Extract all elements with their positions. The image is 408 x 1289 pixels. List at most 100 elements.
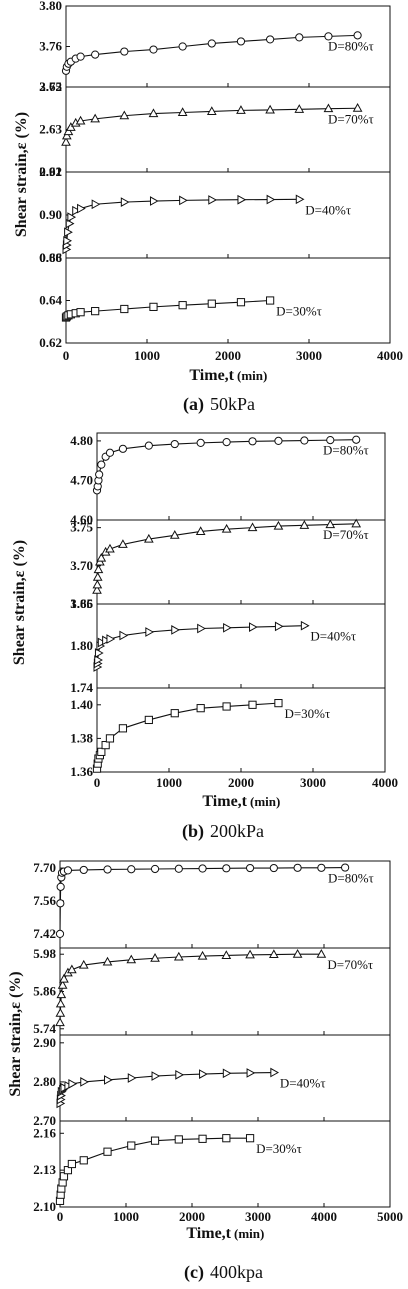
data-point [119,630,129,641]
data-point [127,865,136,874]
data-point [247,522,258,532]
data-point [56,882,65,891]
series-label: D=80%τ [328,38,374,53]
series-label: D=70%τ [327,957,373,972]
y-tick-label: 1.86 [70,596,93,611]
series-label: D=30%τ [256,1141,302,1156]
data-point [55,929,65,938]
chart-panel-a: 3.72 3.76 3.80 D=80%τ 2.61 2.63 2.65 D=70%τ 0.88… [13,0,403,415]
x-tick-label: 3000 [296,348,322,363]
data-point [72,205,81,216]
y-tick-label: 5.74 [33,1021,56,1036]
data-point [266,296,275,305]
y-tick-label: 1.74 [70,680,93,695]
series-label: D=70%τ [328,111,374,126]
data-point [326,436,335,445]
data-point [236,298,246,307]
data-point [92,579,103,589]
y-tick-label: 2.70 [33,1113,56,1128]
data-point [236,105,246,114]
y-axis-title: Shear strain,ε (%) [11,540,28,665]
data-point [68,1079,78,1089]
data-point [63,866,73,875]
y-axis-title: Shear strain,ε (%) [13,112,30,237]
y-tick-label: 3.72 [39,79,62,94]
data-point [101,741,110,750]
data-point [150,1136,160,1145]
series-label: D=70%τ [323,527,369,542]
data-point [126,954,137,964]
subplot-c-3: 2.70 2.80 2.90 D=40%τ [33,1034,391,1128]
series-line [59,953,322,1023]
data-point [106,634,116,644]
y-tick-label: 2.80 [33,1074,56,1089]
data-point [170,439,179,449]
data-point [93,564,104,574]
x-tick-label: 1000 [113,1209,139,1224]
y-tick-label: 0.88 [39,250,62,265]
data-point [94,648,104,658]
data-point [120,304,129,314]
data-point [196,438,205,447]
data-point [274,436,283,446]
data-point [169,530,180,539]
plot-frame [59,1120,391,1208]
data-point [223,622,232,633]
data-point [249,622,258,632]
series-line [59,1071,274,1104]
y-tick-label: 3.70 [70,558,93,573]
x-axis-title: Time,t [202,793,247,810]
data-point [148,108,159,118]
data-point [103,1147,112,1156]
data-point [102,635,111,646]
data-point [175,1070,185,1080]
data-point [118,539,128,548]
data-point [94,655,103,665]
y-tick-label: 2.63 [39,122,62,137]
series-line [96,702,279,769]
y-tick-label: 2.13 [33,1162,56,1177]
subplot-b-2: 3.65 3.70 3.75 D=70%τ [70,518,386,611]
data-point [91,50,100,59]
x-tick-label: 1000 [134,348,160,363]
data-point [198,1134,207,1143]
x-tick-label: 0 [57,1209,64,1224]
y-tick-label: 7.56 [33,893,56,908]
data-point [79,1156,88,1165]
data-point [245,1134,255,1143]
data-point [97,460,106,469]
data-point [67,964,77,974]
data-point [105,448,115,457]
subplot-a-2: 2.61 2.63 2.65 D=70%τ [39,79,391,179]
x-tick-label: 1000 [156,775,182,790]
data-point [323,103,334,113]
x-tick-label: 0 [63,348,70,363]
subplot-c-4: 2.10 2.13 2.16 D=30%τ [33,1120,391,1214]
data-point [207,39,216,48]
data-point [56,989,67,999]
data-point [292,948,303,958]
series-label: D=30%τ [284,706,330,721]
data-point [92,585,102,594]
data-point [127,1073,137,1083]
y-tick-label: 3.80 [39,0,62,13]
data-point [118,444,128,453]
data-point [105,734,115,743]
x-tick-label: 2000 [228,775,254,790]
data-point [120,47,129,56]
data-point [150,864,160,874]
data-point [221,523,232,533]
plot-frame [65,86,391,173]
data-point [149,196,159,206]
data-point [195,526,206,535]
data-point [179,195,188,206]
x-tick-label: 2000 [215,348,241,363]
data-point [56,899,65,908]
data-point [325,519,336,529]
data-point [149,45,158,54]
series-line [65,198,300,250]
x-tick-label: 4000 [311,1209,337,1224]
y-tick-label: 0.90 [39,207,62,222]
data-point [178,301,187,310]
data-point [274,621,284,632]
